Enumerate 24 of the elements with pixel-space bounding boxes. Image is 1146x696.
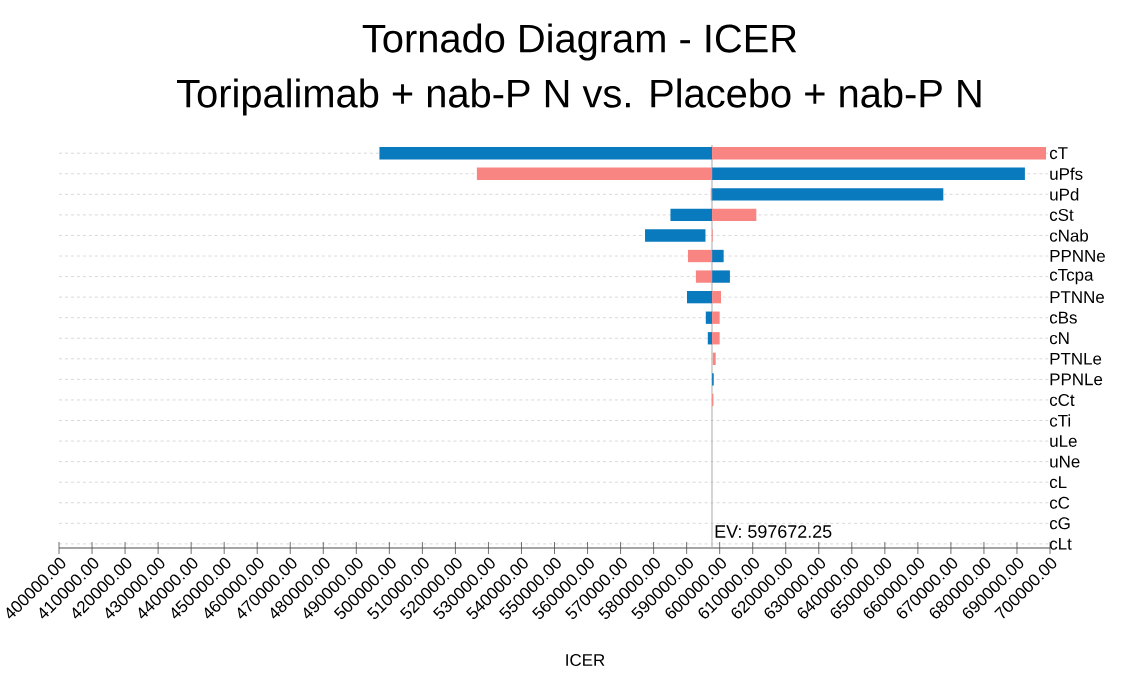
- y-tick-label: cCt: [1049, 393, 1075, 406]
- chart-subtitle: Toripalimab + nab-P N vs. Placebo + nab-P N: [177, 78, 981, 116]
- y-tick-label: PPNLe: [1050, 373, 1103, 386]
- y-tick-label: cTcpa: [1049, 268, 1094, 285]
- y-tick-label: cN: [1049, 332, 1069, 345]
- y-tick-label: uLe: [1050, 435, 1077, 447]
- y-tick-label: cC: [1049, 496, 1070, 509]
- y-tick-label: cTi: [1049, 414, 1071, 427]
- y-tick-label: cG: [1049, 517, 1070, 530]
- chart-title: Tornado Diagram - ICER: [362, 23, 797, 61]
- y-tick-label: cSt: [1049, 208, 1074, 221]
- y-tick-label: uNe: [1050, 455, 1080, 468]
- y-tick-label: PTNNe: [1050, 291, 1104, 304]
- y-tick-label: PPNNe: [1050, 250, 1105, 262]
- y-tick-label: cBs: [1049, 311, 1077, 324]
- y-tick-label: cLt: [1049, 537, 1072, 550]
- y-tick-label: cNab: [1049, 229, 1089, 242]
- x-axis-title: ICER: [566, 653, 605, 666]
- y-tick-label: cT: [1049, 147, 1068, 160]
- y-tick-label: uPd: [1050, 188, 1079, 201]
- ref-line-label: EV: 597672.25: [715, 525, 832, 538]
- y-tick-label: uPfs: [1050, 167, 1083, 180]
- y-tick-label: cL: [1049, 476, 1067, 489]
- y-tick-label: PTNLe: [1050, 352, 1102, 365]
